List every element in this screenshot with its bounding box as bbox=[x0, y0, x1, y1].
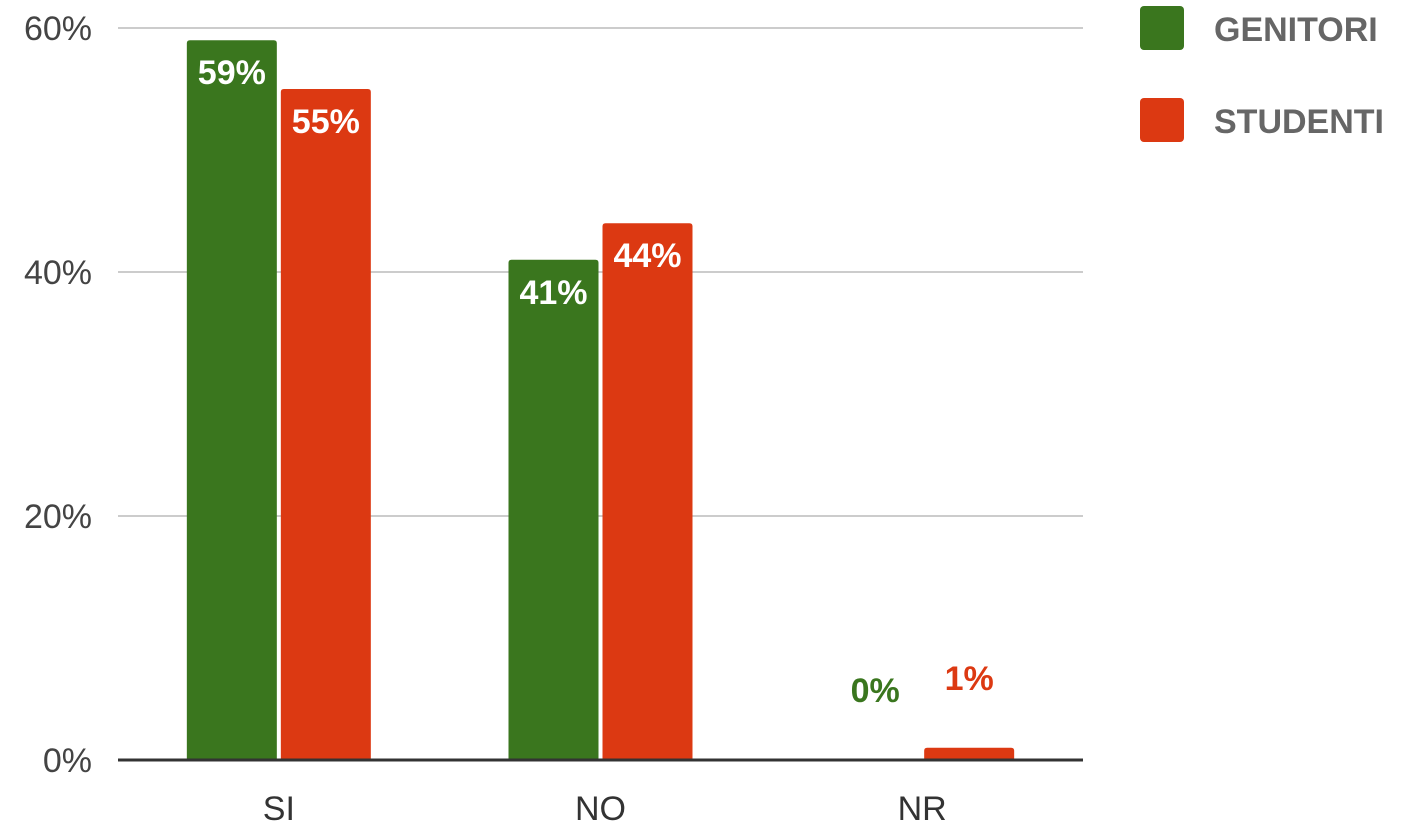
legend-swatch-studenti bbox=[1140, 98, 1184, 142]
bars bbox=[186, 40, 1015, 760]
data-label: 0% bbox=[851, 672, 900, 710]
legend-swatch-genitori bbox=[1140, 6, 1184, 50]
y-tick-label: 60% bbox=[24, 10, 92, 48]
data-label: 41% bbox=[519, 274, 587, 312]
x-axis-categories: SI NO NR bbox=[263, 790, 947, 828]
bar-studenti-nr bbox=[924, 747, 1015, 760]
y-axis-ticks: 0% 20% 40% 60% bbox=[24, 10, 92, 780]
data-label: 1% bbox=[945, 660, 994, 698]
x-category-label: NO bbox=[575, 790, 626, 828]
data-label: 55% bbox=[292, 103, 360, 141]
legend-label-genitori: GENITORI bbox=[1214, 11, 1378, 49]
legend: GENITORI STUDENTI bbox=[1140, 6, 1384, 142]
data-labels: 59% 55% 41% 44% 0% 1% bbox=[198, 54, 994, 710]
x-category-label: NR bbox=[898, 790, 947, 828]
bar-genitori-no bbox=[508, 259, 599, 760]
bar-studenti-si bbox=[280, 89, 371, 760]
y-tick-label: 20% bbox=[24, 498, 92, 536]
y-tick-label: 40% bbox=[24, 254, 92, 292]
data-label: 44% bbox=[613, 237, 681, 275]
y-tick-label: 0% bbox=[43, 742, 92, 780]
bar-studenti-no bbox=[602, 223, 693, 760]
bar-genitori-si bbox=[186, 40, 277, 760]
data-label: 59% bbox=[198, 54, 266, 92]
legend-label-studenti: STUDENTI bbox=[1214, 103, 1384, 141]
gridlines bbox=[118, 27, 1083, 517]
x-category-label: SI bbox=[263, 790, 295, 828]
